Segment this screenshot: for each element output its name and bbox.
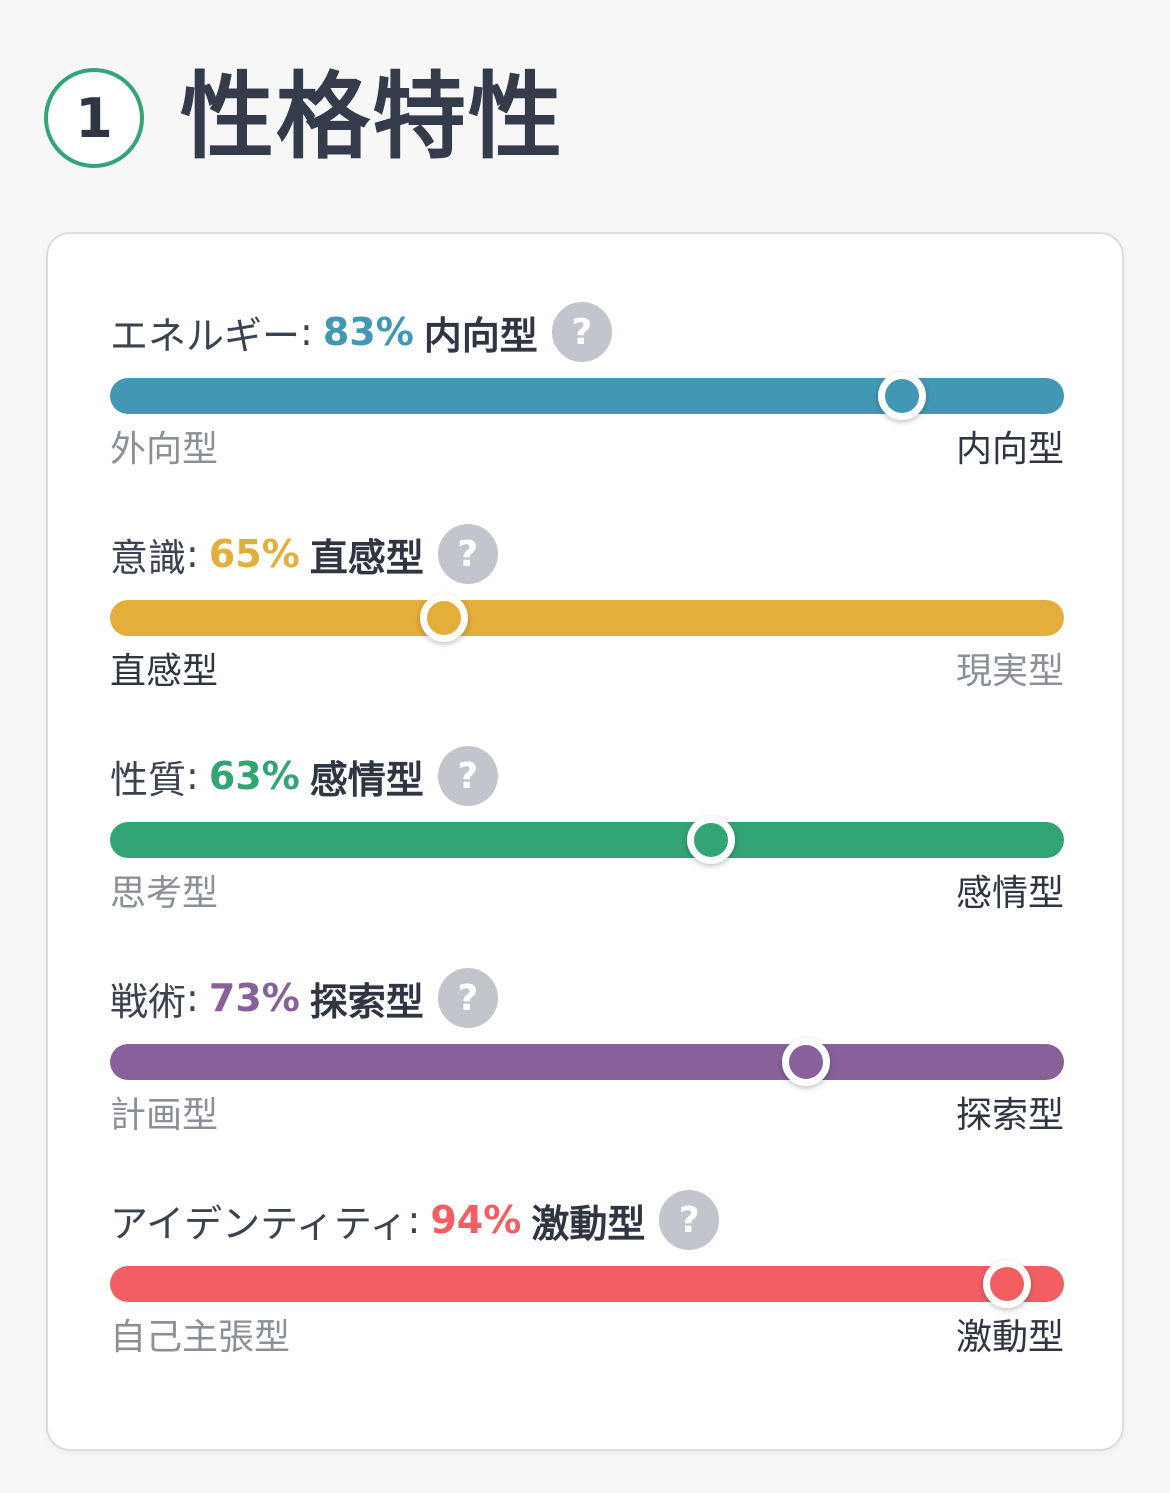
trait-result: 探索型 — [309, 979, 424, 1024]
trait-slider-track — [110, 1260, 1064, 1308]
trait-identity: アイデンティティ : 94% 激動型 ? 自己主張型 激動型 — [110, 1188, 1064, 1368]
right-pole-label: 探索型 — [955, 1095, 1064, 1136]
step-number-badge: 1 — [44, 68, 144, 168]
trait-percent: 65% — [208, 532, 300, 576]
section-header: 1 性格特性 — [44, 58, 564, 178]
trait-slider-track — [110, 816, 1064, 864]
help-icon[interactable]: ? — [437, 524, 498, 584]
left-pole-label: 直感型 — [110, 651, 219, 692]
trait-slider-track — [110, 1038, 1064, 1086]
trait-mind: 意識 : 65% 直感型 ? 直感型 現実型 — [110, 522, 1064, 702]
trait-name: エネルギー — [110, 313, 301, 358]
trait-slider-knob[interactable] — [877, 372, 926, 420]
trait-result: 内向型 — [423, 313, 538, 358]
trait-slider-track — [110, 372, 1064, 420]
trait-colon: : — [407, 1198, 421, 1242]
trait-name: アイデンティティ — [110, 1201, 408, 1246]
trait-result: 直感型 — [309, 535, 424, 580]
trait-name: 戦術 — [110, 979, 187, 1024]
trait-heading: 意識 : 65% 直感型 ? — [110, 522, 498, 586]
right-pole-label: 現実型 — [955, 651, 1064, 692]
help-icon[interactable]: ? — [437, 968, 498, 1028]
left-pole-label: 計画型 — [110, 1095, 219, 1136]
help-icon[interactable]: ? — [437, 746, 498, 806]
trait-heading: 性質 : 63% 感情型 ? — [110, 744, 498, 808]
page-title: 性格特性 — [180, 63, 565, 172]
trait-result: 感情型 — [309, 757, 424, 802]
trait-name: 意識 — [110, 535, 187, 580]
help-icon[interactable]: ? — [551, 302, 612, 362]
trait-tactics: 戦術 : 73% 探索型 ? 計画型 探索型 — [110, 966, 1064, 1146]
trait-heading: アイデンティティ : 94% 激動型 ? — [110, 1188, 720, 1252]
left-pole-label: 外向型 — [110, 429, 219, 470]
trait-heading: エネルギー : 83% 内向型 ? — [110, 300, 612, 364]
left-pole-label: 思考型 — [110, 873, 219, 914]
trait-colon: : — [186, 754, 199, 798]
trait-slider-track — [110, 594, 1064, 642]
trait-percent: 73% — [208, 976, 300, 1020]
trait-slider-knob[interactable] — [687, 816, 736, 864]
trait-percent: 94% — [430, 1198, 522, 1242]
trait-result: 激動型 — [531, 1201, 646, 1246]
trait-percent: 83% — [322, 310, 414, 354]
trait-colon: : — [300, 310, 313, 354]
right-pole-label: 内向型 — [955, 429, 1064, 470]
trait-name: 性質 — [110, 757, 187, 802]
trait-heading: 戦術 : 73% 探索型 ? — [110, 966, 498, 1030]
trait-colon: : — [186, 976, 199, 1020]
trait-energy: エネルギー : 83% 内向型 ? 外向型 内向型 — [110, 300, 1064, 480]
trait-slider-knob[interactable] — [782, 1038, 831, 1086]
trait-slider-knob[interactable] — [419, 594, 468, 642]
right-pole-label: 感情型 — [955, 873, 1064, 914]
help-icon[interactable]: ? — [659, 1190, 720, 1250]
trait-percent: 63% — [208, 754, 300, 798]
right-pole-label: 激動型 — [955, 1317, 1064, 1358]
trait-nature: 性質 : 63% 感情型 ? 思考型 感情型 — [110, 744, 1064, 924]
traits-card: エネルギー : 83% 内向型 ? 外向型 内向型 意識 : 65% 直感型 ?… — [46, 232, 1124, 1451]
trait-colon: : — [186, 532, 199, 576]
left-pole-label: 自己主張型 — [110, 1317, 291, 1358]
trait-slider-knob[interactable] — [982, 1260, 1031, 1308]
